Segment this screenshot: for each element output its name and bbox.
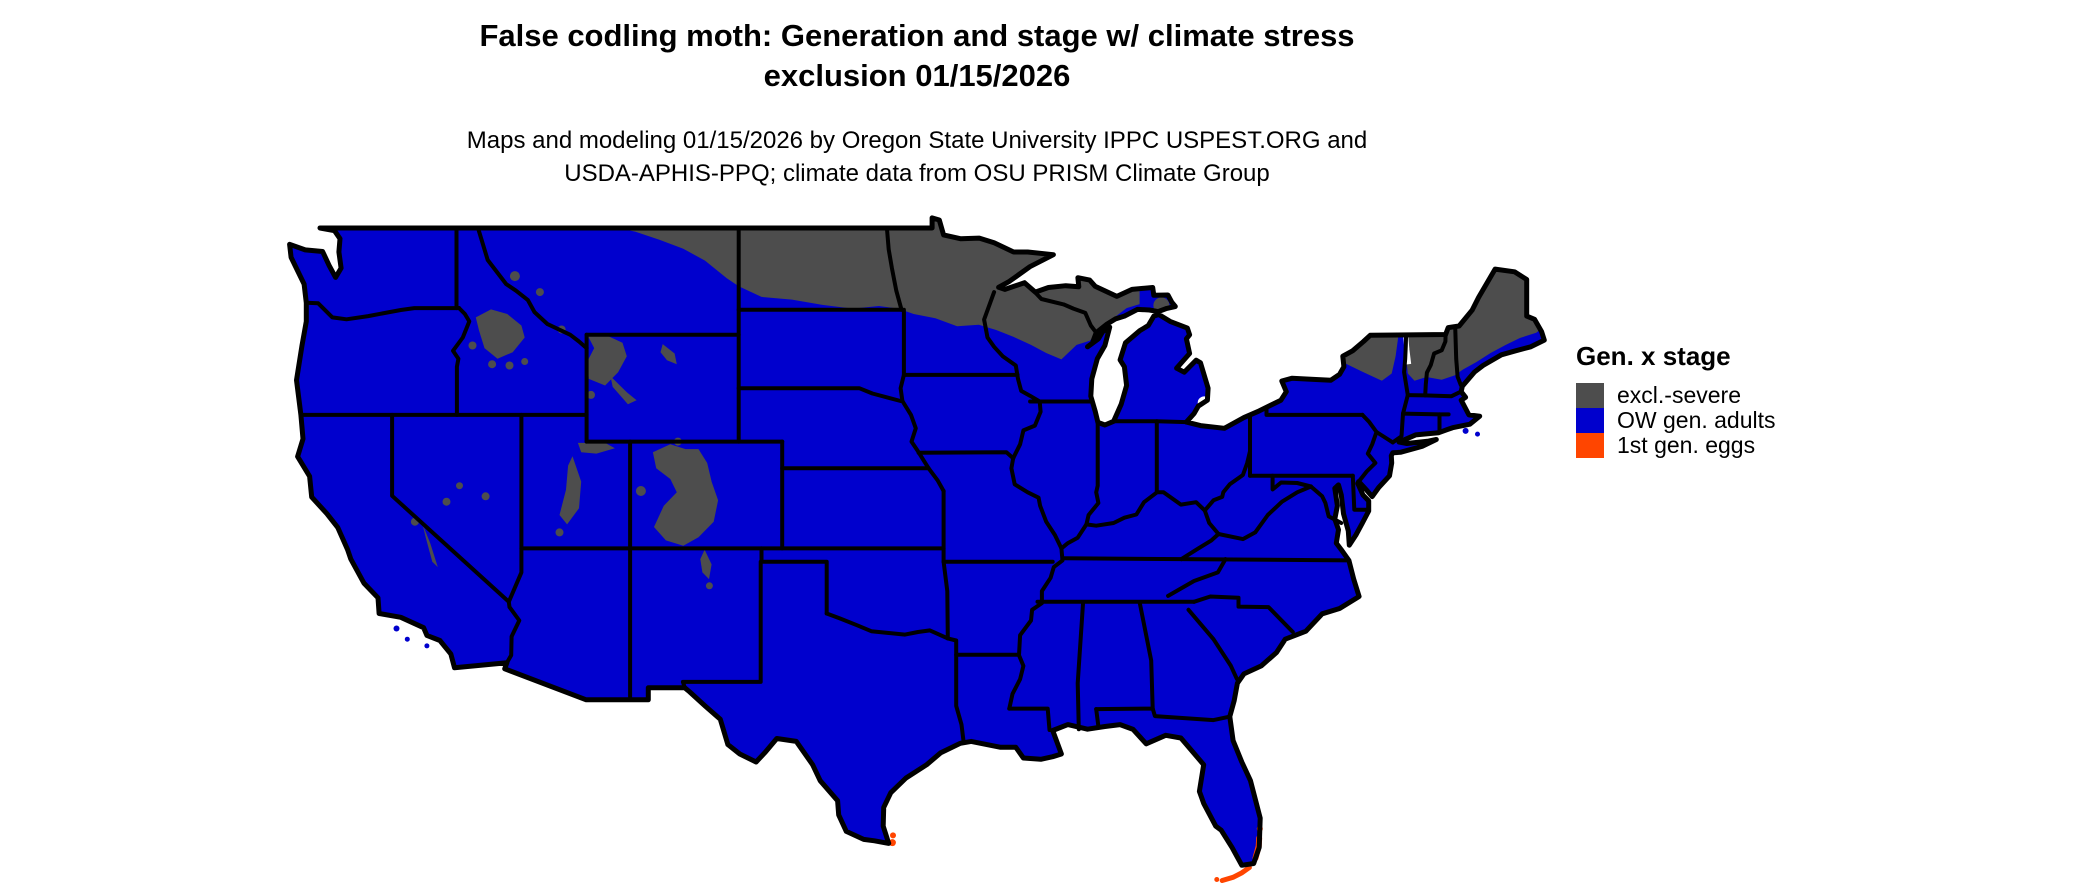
legend-item-label: excl.-severe [1617, 382, 1741, 408]
legend-swatch [1576, 433, 1604, 458]
state-borders [298, 226, 1463, 744]
legend-items: excl.-severe OW gen. adults 1st gen. eggs [1576, 383, 1776, 458]
map-title: False codling moth: Generation and stage… [0, 16, 1834, 96]
region-1st-gen-eggs [888, 825, 1263, 883]
legend: Gen. x stage excl.-severe OW gen. adults 1… [1576, 341, 1776, 458]
map-subtitle-line2: USDA-APHIS-PPQ; climate data from OSU PR… [564, 160, 1270, 187]
legend-swatch [1576, 408, 1604, 433]
map-subtitle-line1: Maps and modeling 01/15/2026 by Oregon S… [466, 127, 1368, 154]
legend-item-label: OW gen. adults [1617, 407, 1776, 433]
legend-title: Gen. x stage [1576, 341, 1731, 371]
legend-item-label: 1st gen. eggs [1617, 432, 1756, 458]
map-subtitle: Maps and modeling 01/15/2026 by Oregon S… [0, 124, 1834, 190]
legend-item: OW gen. adults [1576, 408, 1776, 433]
offshore-islands [393, 427, 1480, 649]
map-title-line2: exclusion 01/15/2026 [763, 58, 1071, 93]
legend-item: excl.-severe [1576, 383, 1776, 408]
florida-keys-orange [1219, 865, 1252, 883]
legend-swatch [1576, 383, 1604, 408]
map-title-line1: False codling moth: Generation and stage… [479, 18, 1355, 53]
us-outline [287, 215, 1547, 868]
legend-item: 1st gen. eggs [1576, 433, 1776, 458]
